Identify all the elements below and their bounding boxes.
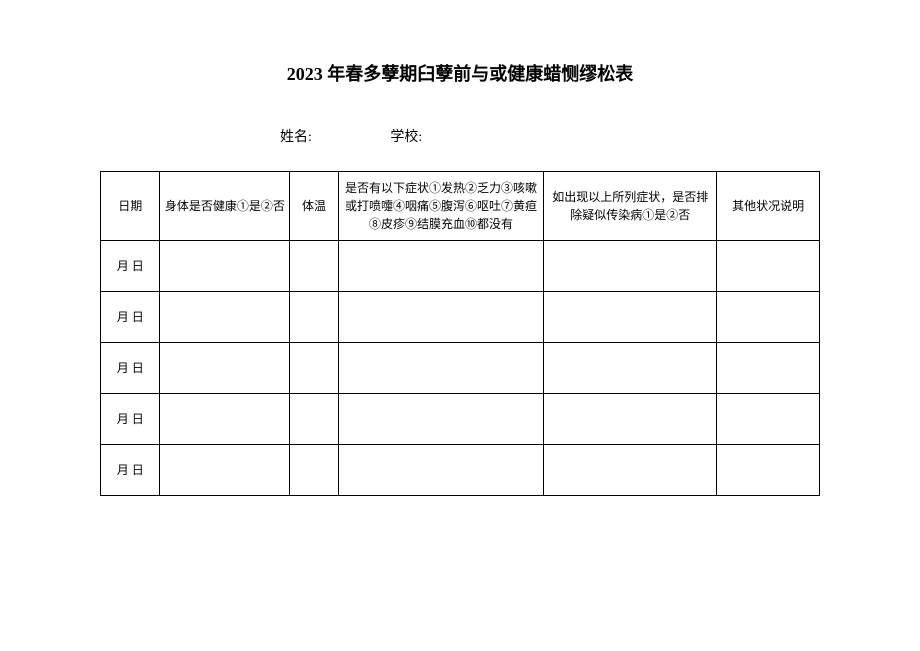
cell-empty: [290, 241, 339, 292]
col-header-health: 身体是否健康①是②否: [160, 172, 290, 241]
col-header-other: 其他状况说明: [717, 172, 820, 241]
table-row: 月 日: [101, 241, 820, 292]
cell-date: 月 日: [101, 343, 160, 394]
cell-empty: [160, 292, 290, 343]
cell-empty: [544, 343, 717, 394]
col-header-exclude: 如出现以上所列症状，是否排除疑似传染病①是②否: [544, 172, 717, 241]
cell-date: 月 日: [101, 445, 160, 496]
cell-empty: [338, 343, 543, 394]
table-body: 月 日月 日月 日月 日月 日: [101, 241, 820, 496]
cell-empty: [160, 343, 290, 394]
name-label: 姓名:: [280, 126, 312, 146]
cell-date: 月 日: [101, 292, 160, 343]
cell-empty: [717, 241, 820, 292]
cell-empty: [544, 445, 717, 496]
cell-empty: [717, 445, 820, 496]
health-table: 日期 身体是否健康①是②否 体温 是否有以下症状①发热②乏力③咳嗽或打喷嚏④咽痛…: [100, 171, 820, 496]
cell-empty: [290, 445, 339, 496]
cell-empty: [544, 394, 717, 445]
table-row: 月 日: [101, 394, 820, 445]
document-title: 2023 年春多孽期臼孽前与或健康蜡恻缪松表: [100, 60, 820, 86]
document-page: 2023 年春多孽期臼孽前与或健康蜡恻缪松表 姓名: 学校: 日期 身体是否健康…: [0, 0, 920, 536]
col-header-date: 日期: [101, 172, 160, 241]
table-row: 月 日: [101, 292, 820, 343]
cell-empty: [160, 445, 290, 496]
cell-empty: [290, 343, 339, 394]
cell-empty: [290, 292, 339, 343]
school-label: 学校:: [390, 126, 422, 146]
cell-date: 月 日: [101, 394, 160, 445]
cell-empty: [290, 394, 339, 445]
table-row: 月 日: [101, 343, 820, 394]
cell-empty: [717, 343, 820, 394]
cell-empty: [338, 241, 543, 292]
cell-date: 月 日: [101, 241, 160, 292]
cell-empty: [338, 292, 543, 343]
col-header-symptom: 是否有以下症状①发热②乏力③咳嗽或打喷嚏④咽痛⑤腹泻⑥呕吐⑦黄疸⑧皮疹⑨结膜充血…: [338, 172, 543, 241]
cell-empty: [338, 445, 543, 496]
cell-empty: [544, 241, 717, 292]
cell-empty: [717, 292, 820, 343]
cell-empty: [338, 394, 543, 445]
table-header-row: 日期 身体是否健康①是②否 体温 是否有以下症状①发热②乏力③咳嗽或打喷嚏④咽痛…: [101, 172, 820, 241]
cell-empty: [544, 292, 717, 343]
table-row: 月 日: [101, 445, 820, 496]
cell-empty: [160, 241, 290, 292]
cell-empty: [717, 394, 820, 445]
cell-empty: [160, 394, 290, 445]
col-header-temp: 体温: [290, 172, 339, 241]
meta-row: 姓名: 学校:: [100, 126, 820, 146]
